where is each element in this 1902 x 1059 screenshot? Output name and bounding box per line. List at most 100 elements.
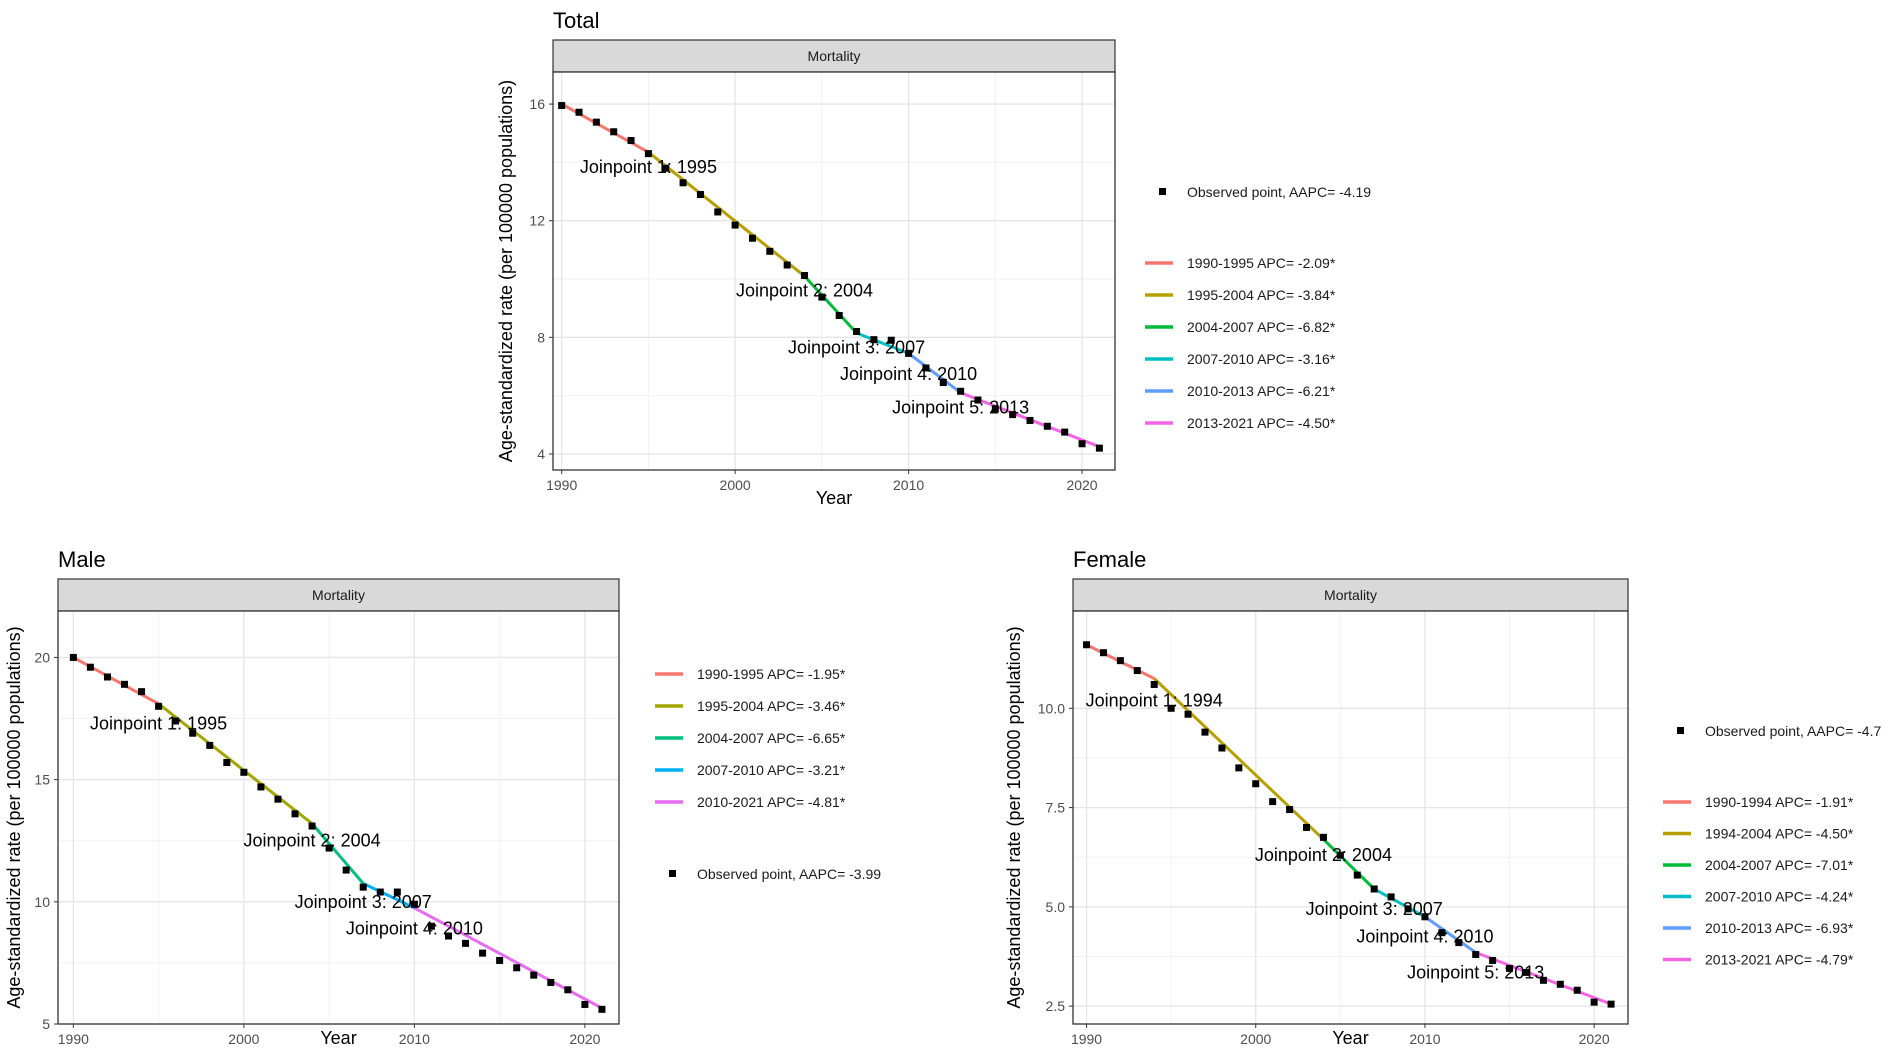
female-joinpoint-label-2: Joinpoint 2: 2004 xyxy=(1255,845,1392,865)
female-segment-2007-2010 xyxy=(1373,887,1426,919)
total-x-axis-title: Year xyxy=(816,488,852,508)
total-joinpoint-label-3: Joinpoint 3: 2007 xyxy=(788,338,925,358)
female-observed-point-2016 xyxy=(1522,968,1530,976)
female-observed-point-2001 xyxy=(1269,798,1277,806)
female-observed-point-2014 xyxy=(1489,956,1497,964)
total-observed-point-1999 xyxy=(714,208,722,216)
female-joinpoint-label-4: Joinpoint 4: 2010 xyxy=(1356,927,1493,947)
female-legend-label-2013-2021: 2013-2021 APC= -4.79* xyxy=(1705,952,1854,968)
female-joinpoint-label-1: Joinpoint 1: 1994 xyxy=(1086,690,1223,710)
male-segment-1995-2004 xyxy=(157,702,313,825)
male-observed-point-1996 xyxy=(172,717,180,725)
total-observed-point-2004 xyxy=(801,272,809,280)
male-x-tick-label: 1990 xyxy=(58,1031,89,1047)
female-observed-point-2012 xyxy=(1455,939,1463,947)
male-plot-area xyxy=(58,611,619,1024)
female-legend-observed-label: Observed point, AAPC= -4.7 xyxy=(1705,723,1881,739)
male-legend-observed-label: Observed point, AAPC= -3.99 xyxy=(697,866,881,882)
male-observed-point-2003 xyxy=(291,810,299,818)
female-plot-border xyxy=(1072,610,1629,1025)
female-observed-point-1991 xyxy=(1099,649,1107,657)
total-observed-point-2000 xyxy=(731,221,739,229)
total-observed-point-2012 xyxy=(939,379,947,387)
male-observed-point-2019 xyxy=(564,986,572,994)
male-observed-point-2015 xyxy=(496,956,504,964)
total-facet-label: Mortality xyxy=(808,48,861,64)
total-observed-point-2005 xyxy=(818,293,826,301)
male-observed-point-2014 xyxy=(479,949,487,957)
male-observed-point-2004 xyxy=(308,822,316,830)
female-legend-label-2007-2010: 2007-2010 APC= -4.24* xyxy=(1705,889,1854,905)
male-observed-point-1991 xyxy=(86,663,94,671)
male-joinpoint-label-2: Joinpoint 2: 2004 xyxy=(244,831,381,851)
female-y-axis-title: Age-standardized rate (per 100000 popula… xyxy=(1004,626,1024,1008)
female-observed-point-1999 xyxy=(1235,764,1243,772)
female-observed-point-2021 xyxy=(1607,1000,1615,1008)
total-observed-point-1994 xyxy=(627,137,635,145)
male-joinpoint-label-4: Joinpoint 4: 2010 xyxy=(346,919,483,939)
total-plot-area xyxy=(553,72,1115,470)
total-observed-point-1998 xyxy=(696,190,704,198)
male-observed-point-2010 xyxy=(410,900,418,908)
total-legend: Observed point, AAPC= -4.19 1990-1995 APC… xyxy=(1145,184,1371,431)
female-observed-point-1992 xyxy=(1116,657,1124,665)
male-observed-point-1998 xyxy=(206,741,214,749)
female-observed-point-2002 xyxy=(1286,806,1294,814)
total-chart: Total Mortality 1990 2000 2010 2020 4 8 12 16 Join… xyxy=(496,8,1371,508)
male-facet-label: Mortality xyxy=(312,587,365,603)
male-observed-point-2000 xyxy=(240,768,248,776)
female-observed-point-2010 xyxy=(1421,913,1429,921)
female-legend: Observed point, AAPC= -4.7 1990-1994 APC=… xyxy=(1663,723,1881,968)
female-y-tick-label: 2.5 xyxy=(1046,998,1066,1014)
total-legend-label-1995-2004: 1995-2004 APC= -3.84* xyxy=(1187,287,1336,303)
female-x-tick-label: 2020 xyxy=(1579,1031,1610,1047)
female-observed-point-1995 xyxy=(1167,704,1175,712)
total-observed-point-1995 xyxy=(644,150,652,158)
total-segment-2004-2007 xyxy=(803,275,858,334)
female-title: Female xyxy=(1073,547,1146,572)
male-observed-point-2007 xyxy=(359,883,367,891)
total-facet-strip xyxy=(552,39,1116,73)
male-observed-point-1993 xyxy=(121,680,129,688)
male-observed-point-1995 xyxy=(155,702,163,710)
female-observed-point-2005 xyxy=(1336,851,1344,859)
female-observed-point-1993 xyxy=(1133,667,1141,675)
total-legend-label-1990-1995: 1990-1995 APC= -2.09* xyxy=(1187,255,1336,271)
total-y-axis-title: Age-standardized rate (per 100000 popula… xyxy=(496,80,516,462)
total-observed-point-2018 xyxy=(1043,422,1051,430)
female-observed-point-2011 xyxy=(1438,929,1446,937)
female-segment-2010-2013 xyxy=(1424,915,1477,954)
female-observed-point-2019 xyxy=(1573,986,1581,994)
male-observed-point-2018 xyxy=(547,978,555,986)
male-observed-point-1992 xyxy=(103,673,111,681)
male-observed-point-1994 xyxy=(138,688,146,696)
female-observed-point-1994 xyxy=(1150,680,1158,688)
female-observed-point-2008 xyxy=(1387,893,1395,901)
total-observed-point-2020 xyxy=(1078,440,1086,448)
male-observed-point-2020 xyxy=(581,1000,589,1008)
male-observed-point-1999 xyxy=(223,759,231,767)
total-joinpoint-label-1: Joinpoint 1: 1995 xyxy=(580,157,717,177)
total-plot-border xyxy=(552,71,1116,471)
female-chart: Female Mortality 1990 2000 2010 2020 2.5 5.0 7.5… xyxy=(1004,547,1881,1048)
female-x-tick-label: 2000 xyxy=(1240,1031,1271,1047)
total-title: Total xyxy=(553,8,599,33)
male-segment-2007-2010 xyxy=(362,882,416,910)
male-observed-point-2009 xyxy=(393,888,401,896)
male-observed-point-1990 xyxy=(69,653,77,661)
total-segment-2010-2013 xyxy=(907,352,962,394)
male-observed-point-2005 xyxy=(325,844,333,852)
female-plot-area xyxy=(1073,611,1628,1024)
male-title: Male xyxy=(58,547,106,572)
total-observed-point-2013 xyxy=(957,387,965,395)
total-observed-point-2006 xyxy=(835,311,843,319)
male-y-axis-title: Age-standardized rate (per 100000 popula… xyxy=(4,626,24,1008)
male-y-tick-label: 20 xyxy=(34,649,50,665)
male-legend-label-1995-2004: 1995-2004 APC= -3.46* xyxy=(697,698,846,714)
female-facet-strip xyxy=(1072,578,1629,612)
total-observed-point-2015 xyxy=(991,405,999,413)
male-observed-point-2012 xyxy=(444,932,452,940)
male-observed-point-2011 xyxy=(427,922,435,930)
female-legend-label-2010-2013: 2010-2013 APC= -6.93* xyxy=(1705,920,1854,936)
female-legend-observed-key xyxy=(1677,727,1684,734)
